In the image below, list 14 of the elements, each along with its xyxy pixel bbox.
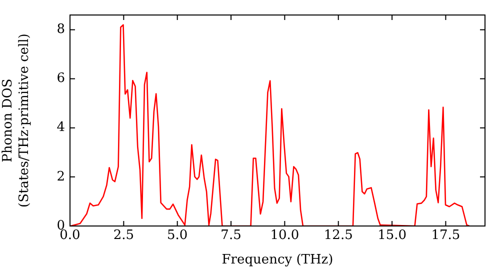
y-tick-label: 2 [56, 169, 65, 184]
x-axis-title: Frequency (THz) [222, 252, 334, 268]
x-tick-label: 12.5 [324, 228, 353, 244]
y-tick-label: 4 [56, 120, 65, 136]
x-tick-label: 5.0 [167, 228, 188, 244]
y-axis-title: Phonon DOS (States/THz·primitive cell) [0, 33, 32, 208]
x-tick-label: 10.0 [270, 228, 300, 244]
x-tick-label: 15.0 [378, 228, 407, 244]
x-tick-label: 2.5 [113, 228, 134, 244]
y-tick-label: 6 [56, 71, 65, 86]
x-tick-label: 7.5 [220, 228, 242, 244]
x-tick-label: 0.0 [60, 228, 80, 244]
y-tick-label: 8 [56, 22, 65, 38]
x-tick-label: 17.5 [431, 228, 460, 244]
